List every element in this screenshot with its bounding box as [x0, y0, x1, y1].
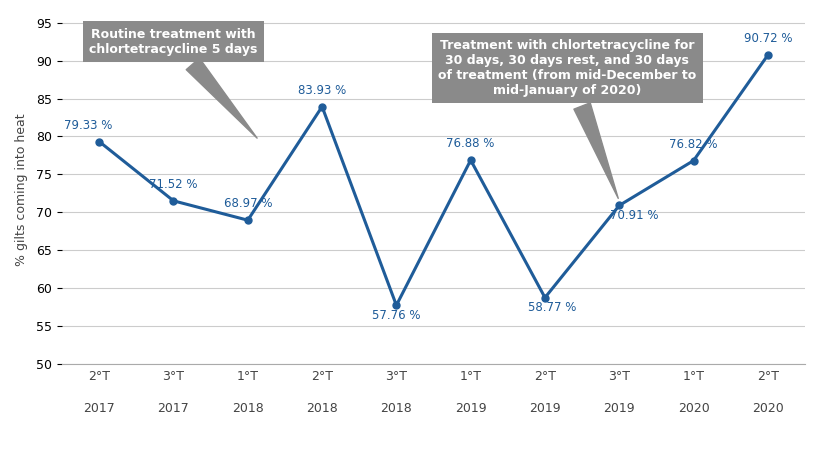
Text: 2017: 2017 — [84, 402, 115, 415]
Text: 58.77 %: 58.77 % — [527, 301, 576, 314]
Text: 70.91 %: 70.91 % — [609, 209, 658, 222]
Text: 79.33 %: 79.33 % — [64, 119, 112, 131]
Text: Routine treatment with
chlortetracycline 5 days: Routine treatment with chlortetracycline… — [89, 27, 257, 138]
Text: 2018: 2018 — [305, 402, 337, 415]
Y-axis label: % gilts coming into heat: % gilts coming into heat — [15, 113, 28, 266]
Text: 76.82 %: 76.82 % — [668, 138, 717, 151]
Text: 2017: 2017 — [157, 402, 189, 415]
Text: 2020: 2020 — [751, 402, 783, 415]
Text: 2019: 2019 — [603, 402, 634, 415]
Text: 68.97 %: 68.97 % — [224, 197, 272, 210]
Text: 2019: 2019 — [528, 402, 560, 415]
Text: 71.52 %: 71.52 % — [149, 178, 197, 191]
Text: 2018: 2018 — [380, 402, 412, 415]
Text: 2020: 2020 — [676, 402, 708, 415]
Text: 90.72 %: 90.72 % — [743, 32, 791, 45]
Text: 83.93 %: 83.93 % — [297, 84, 346, 97]
Text: 76.88 %: 76.88 % — [446, 137, 494, 150]
Text: 2018: 2018 — [232, 402, 264, 415]
Text: 2019: 2019 — [455, 402, 486, 415]
Text: Treatment with chlortetracycline for
30 days, 30 days rest, and 30 days
of treat: Treatment with chlortetracycline for 30 … — [437, 39, 695, 198]
Text: 57.76 %: 57.76 % — [372, 309, 420, 322]
